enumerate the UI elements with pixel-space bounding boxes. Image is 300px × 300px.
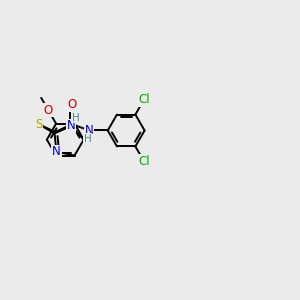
Text: N: N [52, 145, 61, 158]
Text: N: N [85, 124, 94, 137]
Text: H: H [72, 113, 80, 123]
Text: S: S [35, 118, 42, 131]
Text: O: O [68, 98, 76, 111]
Text: H: H [84, 134, 92, 144]
Text: Cl: Cl [138, 93, 150, 106]
Text: N: N [67, 119, 76, 132]
Text: Cl: Cl [138, 155, 150, 168]
Text: O: O [44, 104, 53, 117]
